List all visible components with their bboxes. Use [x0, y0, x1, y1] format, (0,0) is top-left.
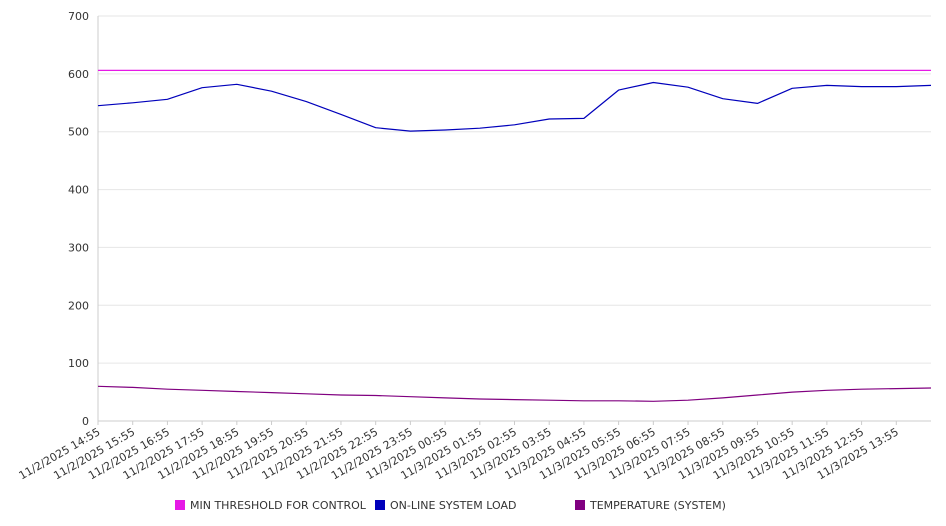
y-tick-label: 600	[68, 68, 89, 81]
legend-label: ON-LINE SYSTEM LOAD	[390, 498, 517, 512]
legend-swatch	[375, 500, 385, 510]
legend-item-temperature[interactable]: TEMPERATURE (SYSTEM)	[575, 497, 726, 513]
legend-swatch	[575, 500, 585, 510]
series-line-1	[97, 81, 932, 132]
y-tick-label: 100	[68, 357, 89, 370]
y-tick-label: 700	[68, 10, 89, 23]
legend-item-min-threshold[interactable]: MIN THRESHOLD FOR CONTROL	[175, 497, 366, 513]
legend-label: MIN THRESHOLD FOR CONTROL	[190, 498, 366, 512]
series-line-2	[97, 385, 932, 402]
y-axis: 0 100 200 300 400 500 600 700	[68, 10, 99, 428]
legend-swatch	[175, 500, 185, 510]
grid-lines	[98, 15, 931, 422]
y-tick-label: 200	[68, 299, 89, 312]
legend-item-system-load[interactable]: ON-LINE SYSTEM LOAD	[375, 497, 516, 513]
y-tick-label: 500	[68, 126, 89, 139]
legend-label: TEMPERATURE (SYSTEM)	[590, 498, 726, 512]
y-tick-label: 300	[68, 241, 89, 254]
y-tick-label: 0	[82, 415, 89, 428]
y-tick-label: 400	[68, 184, 89, 197]
series-lines	[97, 69, 932, 402]
